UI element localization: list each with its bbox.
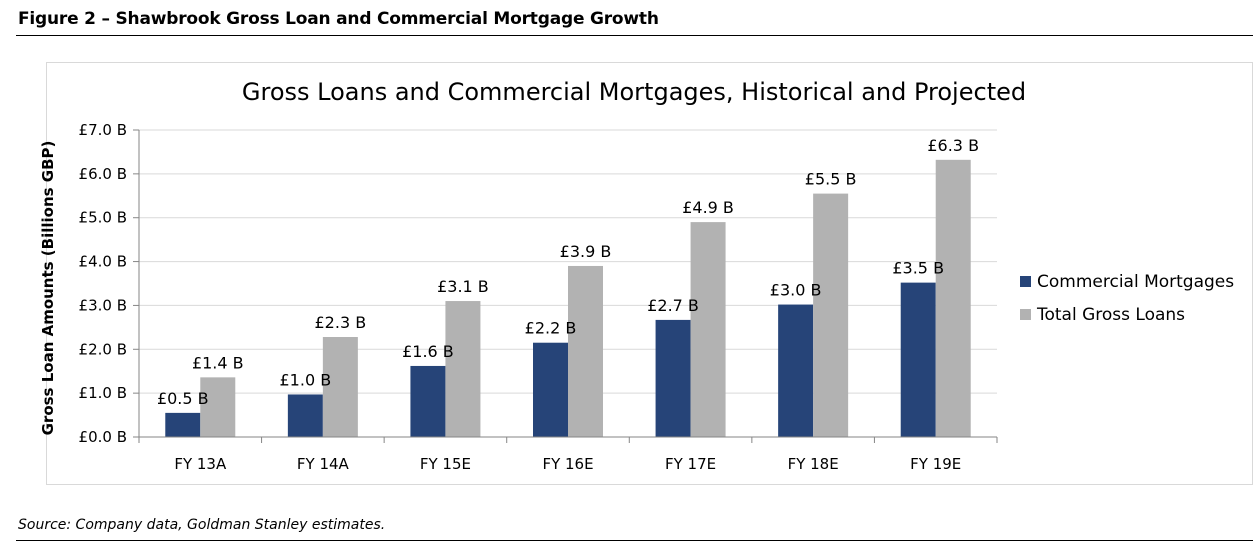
bar-commercial-mortgages	[778, 304, 814, 437]
legend-swatch-commercial-mortgages	[1020, 276, 1031, 287]
data-label: £2.7 B	[647, 296, 699, 315]
x-tick-label: FY 14A	[297, 455, 350, 473]
bar-total-gross-loans	[445, 301, 481, 437]
x-tick-label: FY 15E	[420, 455, 471, 473]
y-tick-label: £3.0 B	[79, 296, 127, 314]
x-tick-label: FY 19E	[910, 455, 961, 473]
y-tick-label: £6.0 B	[79, 165, 127, 183]
data-label: £2.2 B	[525, 319, 577, 338]
bar-total-gross-loans	[690, 222, 726, 437]
data-label: £3.1 B	[437, 277, 489, 296]
bar-total-gross-loans	[568, 265, 603, 437]
y-tick-label: £1.0 B	[79, 384, 127, 402]
data-labels: £0.5 B £1.0 B £1.6 B £2.2 B £2.7 B £3.0 B £3.5…	[157, 136, 979, 408]
source-note: Source: Company data, Goldman Stanley es…	[18, 517, 386, 533]
data-label: £4.9 B	[682, 198, 734, 217]
chart-title: Gross Loans and Commercial Mortgages, Hi…	[242, 78, 1026, 106]
y-axis-label: Gross Loan Amounts (Billions GBP)	[39, 141, 57, 436]
bar-total-gross-loans	[322, 337, 358, 437]
x-tick-label: FY 17E	[665, 455, 716, 473]
x-tick-label: FY 13A	[174, 455, 227, 473]
figure-title: Figure 2 – Shawbrook Gross Loan and Comm…	[18, 9, 659, 29]
data-label: £3.9 B	[560, 242, 612, 261]
axes	[138, 130, 997, 438]
bottom-rule	[16, 540, 1253, 541]
data-label: £6.3 B	[927, 136, 979, 155]
top-rule	[16, 35, 1253, 36]
bar-commercial-mortgages	[165, 412, 201, 437]
y-tick-label: £7.0 B	[79, 121, 127, 139]
data-label: £1.0 B	[280, 370, 332, 389]
bar-total-gross-loans	[813, 193, 849, 437]
y-tick-label: £5.0 B	[79, 209, 127, 227]
x-axis-ticks: FY 13A FY 14A FY 15E FY 16E FY 17E FY 18E FY 1…	[138, 437, 998, 473]
legend: Commercial Mortgages Total Gross Loans	[1020, 272, 1234, 325]
bar-total-gross-loans	[935, 159, 971, 437]
data-label: £2.3 B	[315, 313, 367, 332]
data-label: £3.0 B	[770, 281, 822, 300]
data-label: £0.5 B	[157, 389, 209, 408]
y-tick-label: £2.0 B	[79, 340, 127, 358]
x-tick-label: FY 16E	[542, 455, 593, 473]
bar-commercial-mortgages	[900, 282, 936, 437]
bar-total-gross-loans	[200, 377, 236, 437]
bar-commercial-mortgages	[287, 394, 323, 437]
data-label: £1.4 B	[192, 353, 244, 372]
bars	[165, 159, 971, 437]
data-label: £3.5 B	[892, 259, 944, 278]
data-label: £1.6 B	[402, 342, 454, 361]
gridlines	[139, 129, 997, 394]
legend-label: Commercial Mortgages	[1037, 272, 1234, 292]
legend-label: Total Gross Loans	[1036, 305, 1185, 325]
y-axis-ticks: £0.0 B £1.0 B £2.0 B £3.0 B £4.0 B £5.0 B £6.0…	[79, 121, 139, 446]
bar-commercial-mortgages	[410, 365, 446, 437]
x-tick-label: FY 18E	[788, 455, 839, 473]
y-tick-label: £4.0 B	[79, 253, 127, 271]
chart-frame	[46, 62, 1253, 485]
legend-swatch-total-gross-loans	[1020, 309, 1031, 320]
bar-commercial-mortgages	[533, 342, 568, 437]
data-label: £5.5 B	[805, 170, 857, 189]
bar-commercial-mortgages	[655, 319, 691, 437]
y-tick-label: £0.0 B	[79, 428, 127, 446]
